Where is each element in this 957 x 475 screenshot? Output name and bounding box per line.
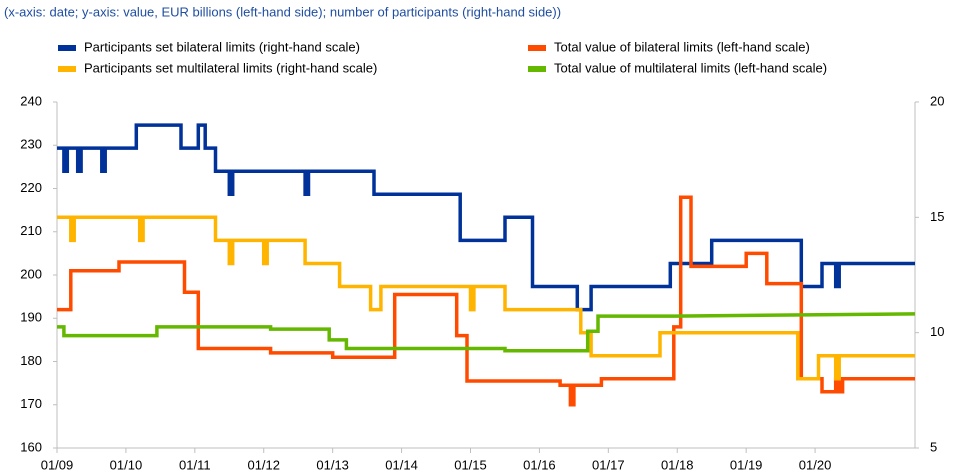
x-tick-label: 01/20 bbox=[799, 457, 832, 472]
x-tick-label: 01/13 bbox=[316, 457, 349, 472]
legend-swatch bbox=[58, 66, 76, 72]
chart-subtitle: (x-axis: date; y-axis: value, EUR billio… bbox=[4, 4, 561, 19]
y-tick-label: 200 bbox=[20, 266, 42, 281]
y2-tick-label: 15 bbox=[930, 209, 944, 224]
y-tick-label: 180 bbox=[20, 353, 42, 368]
series-line bbox=[57, 123, 915, 312]
legend-swatch bbox=[528, 45, 546, 51]
x-tick-label: 01/09 bbox=[41, 457, 74, 472]
x-tick-label: 01/16 bbox=[523, 457, 556, 472]
y2-tick-label: 20 bbox=[930, 93, 944, 108]
legend-label: Total value of multilateral limits (left… bbox=[554, 60, 827, 75]
series-line bbox=[57, 195, 915, 407]
y-tick-label: 230 bbox=[20, 137, 42, 152]
x-tick-label: 01/11 bbox=[179, 457, 211, 472]
x-tick-label: 01/12 bbox=[247, 457, 280, 472]
x-tick-label: 01/14 bbox=[385, 457, 418, 472]
y-tick-label: 170 bbox=[20, 396, 42, 411]
series-line bbox=[57, 215, 915, 381]
series-line bbox=[57, 312, 916, 353]
legend-swatch bbox=[58, 45, 76, 51]
legend-swatch bbox=[528, 66, 546, 72]
y-tick-label: 220 bbox=[20, 180, 42, 195]
x-tick-label: 01/18 bbox=[661, 457, 694, 472]
y-tick-label: 240 bbox=[20, 93, 42, 108]
legend-label: Participants set multilateral limits (ri… bbox=[84, 60, 377, 75]
x-tick-label: 01/17 bbox=[592, 457, 625, 472]
x-tick-label: 01/15 bbox=[454, 457, 487, 472]
y2-tick-label: 5 bbox=[930, 439, 937, 454]
legend-label: Total value of bilateral limits (left-ha… bbox=[554, 39, 810, 54]
y2-tick-label: 10 bbox=[930, 324, 944, 339]
y-tick-label: 160 bbox=[20, 439, 42, 454]
y-tick-label: 190 bbox=[20, 310, 42, 325]
x-tick-label: 01/10 bbox=[110, 457, 143, 472]
legend-label: Participants set bilateral limits (right… bbox=[84, 39, 360, 54]
y-tick-label: 210 bbox=[20, 223, 42, 238]
x-tick-label: 01/19 bbox=[730, 457, 763, 472]
